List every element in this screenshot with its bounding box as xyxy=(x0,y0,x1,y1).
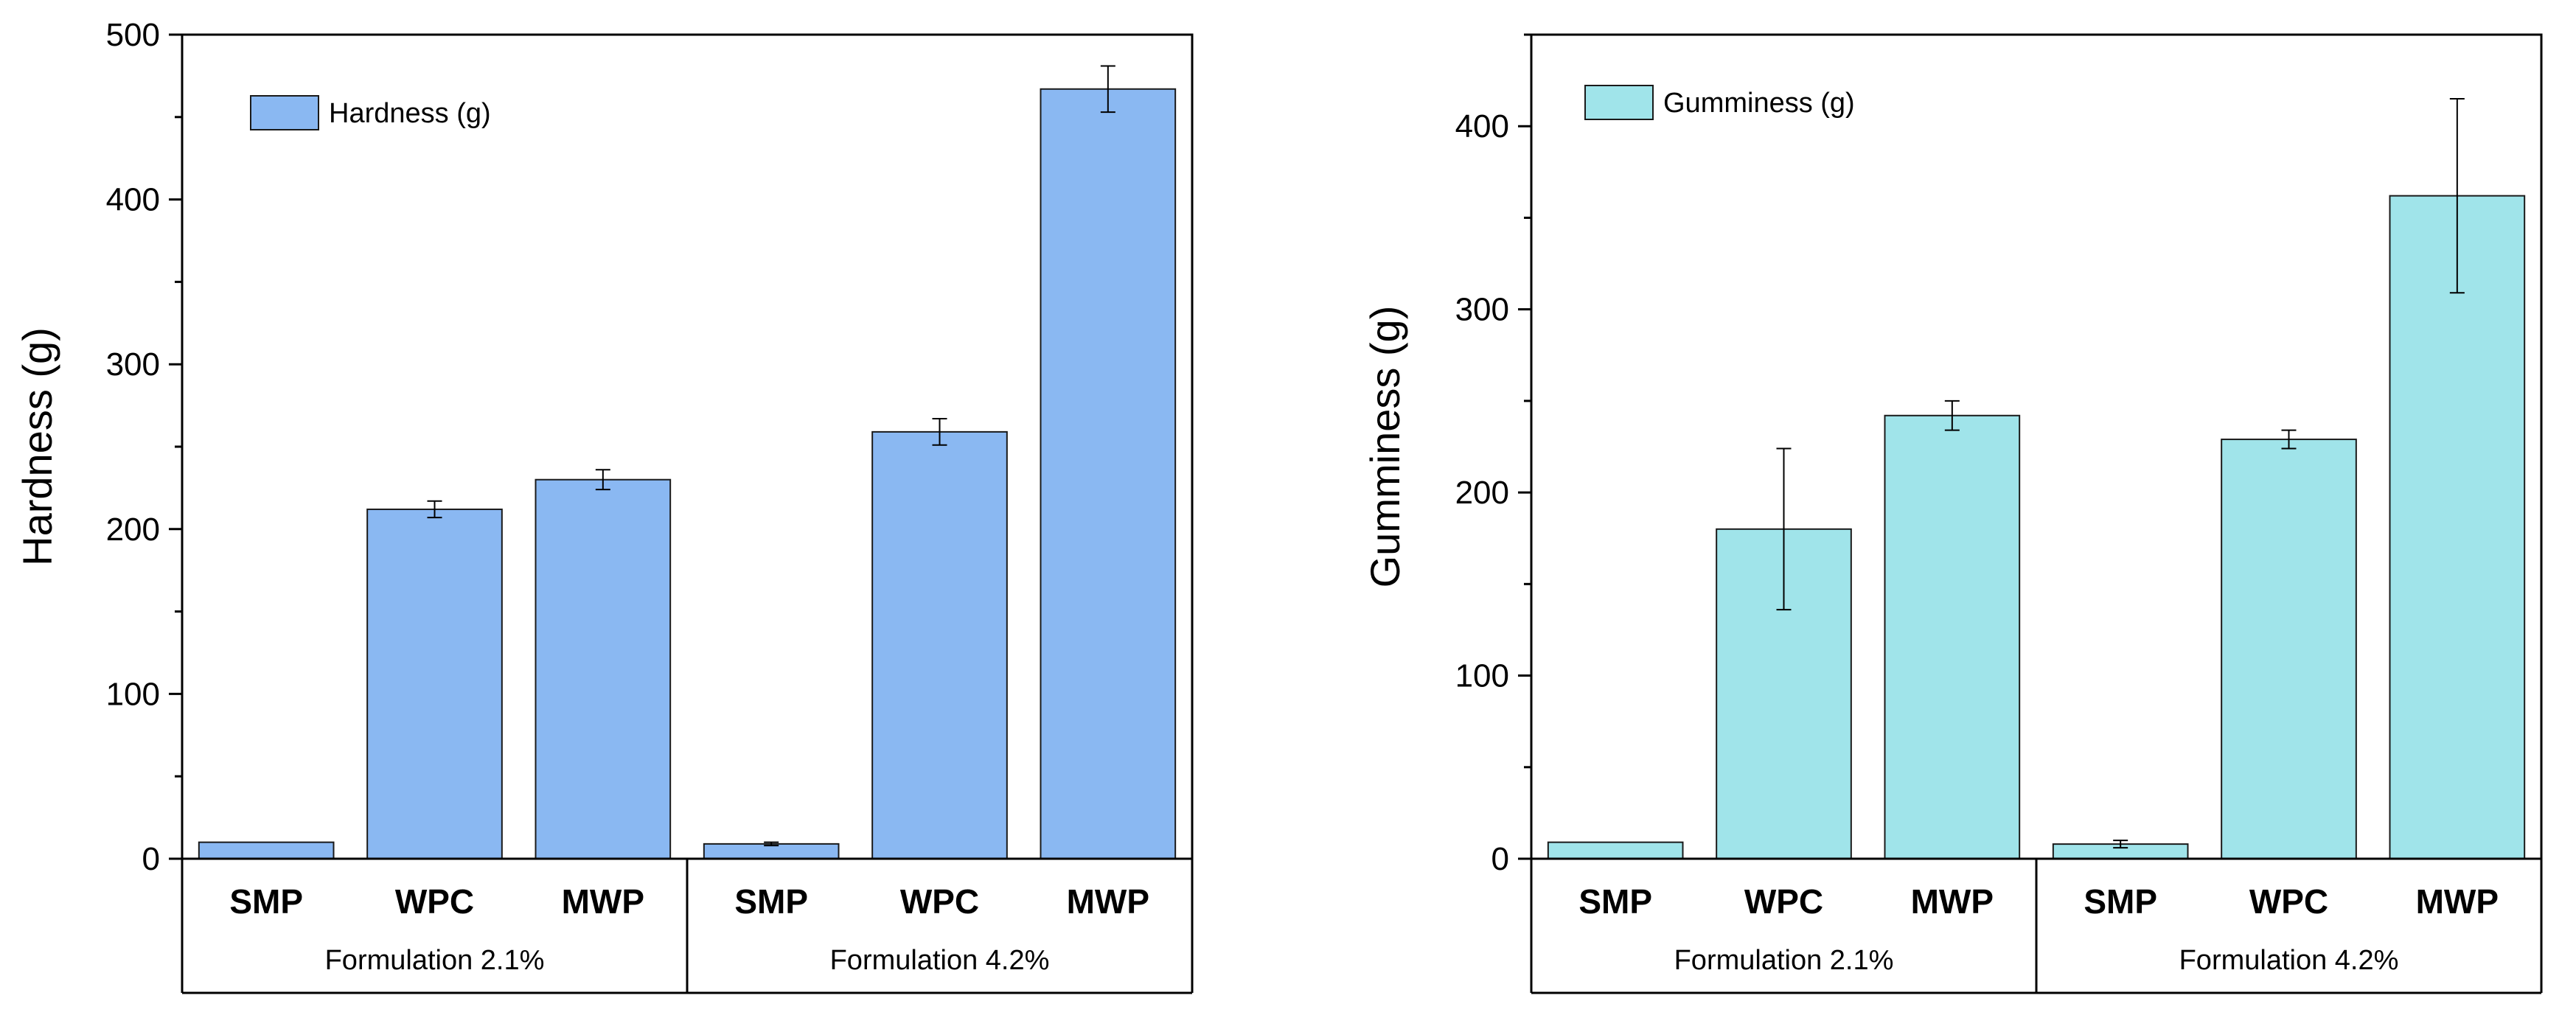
group-label: Formulation 4.2% xyxy=(830,945,1050,976)
category-label: SMP xyxy=(229,882,303,921)
y-tick-label: 100 xyxy=(1455,658,1509,694)
y-axis-label: Hardness (g) xyxy=(14,327,60,566)
category-label: SMP xyxy=(734,882,808,921)
y-tick-label: 0 xyxy=(142,841,160,877)
category-label: SMP xyxy=(1578,882,1652,921)
category-label: MWP xyxy=(1067,882,1149,921)
bar xyxy=(2221,439,2357,859)
bar xyxy=(1040,88,1177,860)
category-label: WPC xyxy=(1744,882,1823,921)
y-tick-label: 100 xyxy=(106,676,160,712)
y-tick-label: 400 xyxy=(1455,108,1509,144)
group-label: Formulation 2.1% xyxy=(1674,945,1894,976)
bar xyxy=(1884,414,2021,859)
y-axis-label: Gumminess (g) xyxy=(1362,306,1408,588)
legend-swatch xyxy=(250,95,319,130)
category-label: MWP xyxy=(1911,882,1994,921)
group-label: Formulation 2.1% xyxy=(325,945,545,976)
category-label: WPC xyxy=(900,882,979,921)
category-label: MWP xyxy=(562,882,644,921)
category-label: WPC xyxy=(2249,882,2328,921)
y-tick-label: 500 xyxy=(106,17,160,53)
y-tick-label: 400 xyxy=(106,182,160,218)
group-label: Formulation 4.2% xyxy=(2179,945,2399,976)
y-tick-label: 300 xyxy=(106,346,160,383)
category-label: WPC xyxy=(395,882,474,921)
legend-label: Hardness (g) xyxy=(329,98,491,129)
legend-label: Gumminess (g) xyxy=(1663,88,1855,119)
y-tick-label: 200 xyxy=(1455,475,1509,511)
y-tick-label: 0 xyxy=(1491,841,1509,877)
bar xyxy=(535,478,672,859)
bar xyxy=(2389,195,2526,859)
category-label: SMP xyxy=(2084,882,2157,921)
y-tick-label: 200 xyxy=(106,512,160,548)
legend-swatch xyxy=(1584,85,1654,120)
y-tick-label: 300 xyxy=(1455,292,1509,328)
bar xyxy=(1547,841,1684,860)
bar xyxy=(871,430,1008,859)
category-label: MWP xyxy=(2416,882,2499,921)
